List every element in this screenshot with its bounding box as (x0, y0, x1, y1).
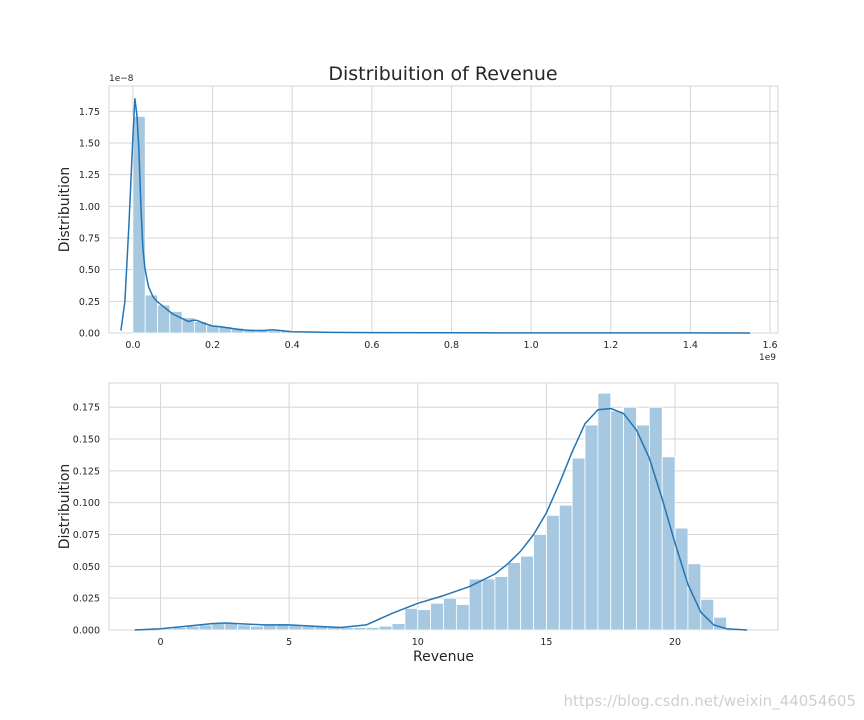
histogram-bar (494, 576, 509, 631)
x-tick-label: 1.2 (603, 340, 618, 351)
y-tick-label: 0.00 (79, 329, 100, 340)
histogram-bar (198, 624, 213, 631)
x-tick-label: 10 (412, 637, 424, 648)
x-axis-label: Revenue (413, 649, 474, 665)
histogram-bar (507, 562, 522, 631)
x-tick-label: 1.4 (683, 340, 698, 351)
y-tick-label: 0.025 (73, 594, 100, 605)
y-tick-label: 0.000 (73, 626, 100, 637)
y-tick-label: 0.150 (73, 435, 100, 446)
y-tick-label: 0.75 (79, 234, 100, 245)
x-tick-label: 20 (669, 637, 681, 648)
histogram-bar (520, 555, 534, 631)
y-tick-label: 0.050 (73, 562, 100, 573)
y-tick-label: 0.25 (79, 297, 100, 308)
histogram-bar (597, 392, 612, 631)
histogram-bar (623, 406, 637, 631)
histogram-bar (250, 625, 264, 631)
watermark-text: https://blog.csdn.net/weixin_44054605 (563, 692, 856, 710)
histogram-bar (169, 311, 183, 334)
histogram-bar (610, 410, 625, 631)
y-tick-label: 0.50 (79, 265, 100, 276)
histogram-bar (533, 534, 547, 631)
top-histogram-axes: 0.0 0.2 0.4 0.6 0.8 1.0 1.2 1.4 1.6 0.00 0.25 0.50 0… (57, 74, 779, 363)
chart-title: Distribuition of Revenue (328, 63, 557, 85)
histogram-bar (132, 116, 146, 334)
histogram-bar (378, 625, 393, 631)
x-offset-label: 1e9 (759, 353, 776, 363)
histogram-bar (481, 578, 496, 631)
y-tick-label: 1.75 (79, 107, 100, 118)
histogram-bar (365, 627, 380, 631)
x-tick-label: 1.0 (524, 340, 539, 351)
kde-line (134, 407, 748, 631)
x-tick-label: 0.0 (125, 340, 140, 351)
histogram-bar (455, 604, 470, 631)
histogram-bar (468, 578, 483, 631)
histogram-bar (443, 597, 457, 631)
axes-frame (108, 85, 779, 334)
y-tick-label: 1.50 (79, 139, 100, 150)
y-tick-label: 0.125 (73, 466, 100, 477)
histogram-bar (661, 456, 676, 631)
x-tick-label: 0.6 (364, 340, 379, 351)
x-tick-label: 5 (286, 637, 292, 648)
y-tick-label: 0.175 (73, 403, 100, 414)
y-tick-label: 0.075 (73, 530, 100, 541)
y-axis-label: Distribuition (57, 464, 73, 550)
x-tick-label: 15 (540, 637, 552, 648)
y-tick-label: 0.100 (73, 498, 100, 509)
y-tick-label: 1.00 (79, 202, 100, 213)
histogram-bar (713, 616, 727, 631)
x-tick-label: 0.2 (205, 340, 220, 351)
histogram-bar (430, 602, 444, 631)
histogram-bar (211, 623, 226, 631)
histogram-bar (417, 609, 432, 631)
histogram-bar (558, 504, 573, 631)
y-axis-label: Distribuition (57, 167, 73, 253)
histogram-bar (391, 623, 406, 631)
histogram-bar (546, 515, 560, 631)
bottom-histogram-axes: 0 5 10 15 20 0.000 0.025 0.050 0.075 0.100 0.125 0.… (57, 382, 779, 665)
histogram-bar (353, 627, 367, 631)
y-tick-label: 1.25 (79, 170, 100, 181)
histogram-bar (648, 406, 663, 631)
histogram-bar (571, 457, 586, 631)
x-tick-label: 0.4 (285, 340, 300, 351)
histogram-bar (237, 624, 251, 631)
histogram-bar (404, 607, 419, 631)
x-tick-label: 0.8 (444, 340, 459, 351)
histogram-bar (224, 623, 239, 631)
y-offset-label: 1e−8 (109, 74, 134, 84)
histogram-bar (262, 624, 277, 631)
histogram-bar (584, 424, 599, 631)
x-tick-label: 0 (157, 637, 163, 648)
x-tick-label: 1.6 (762, 340, 777, 351)
kde-line (120, 97, 751, 334)
